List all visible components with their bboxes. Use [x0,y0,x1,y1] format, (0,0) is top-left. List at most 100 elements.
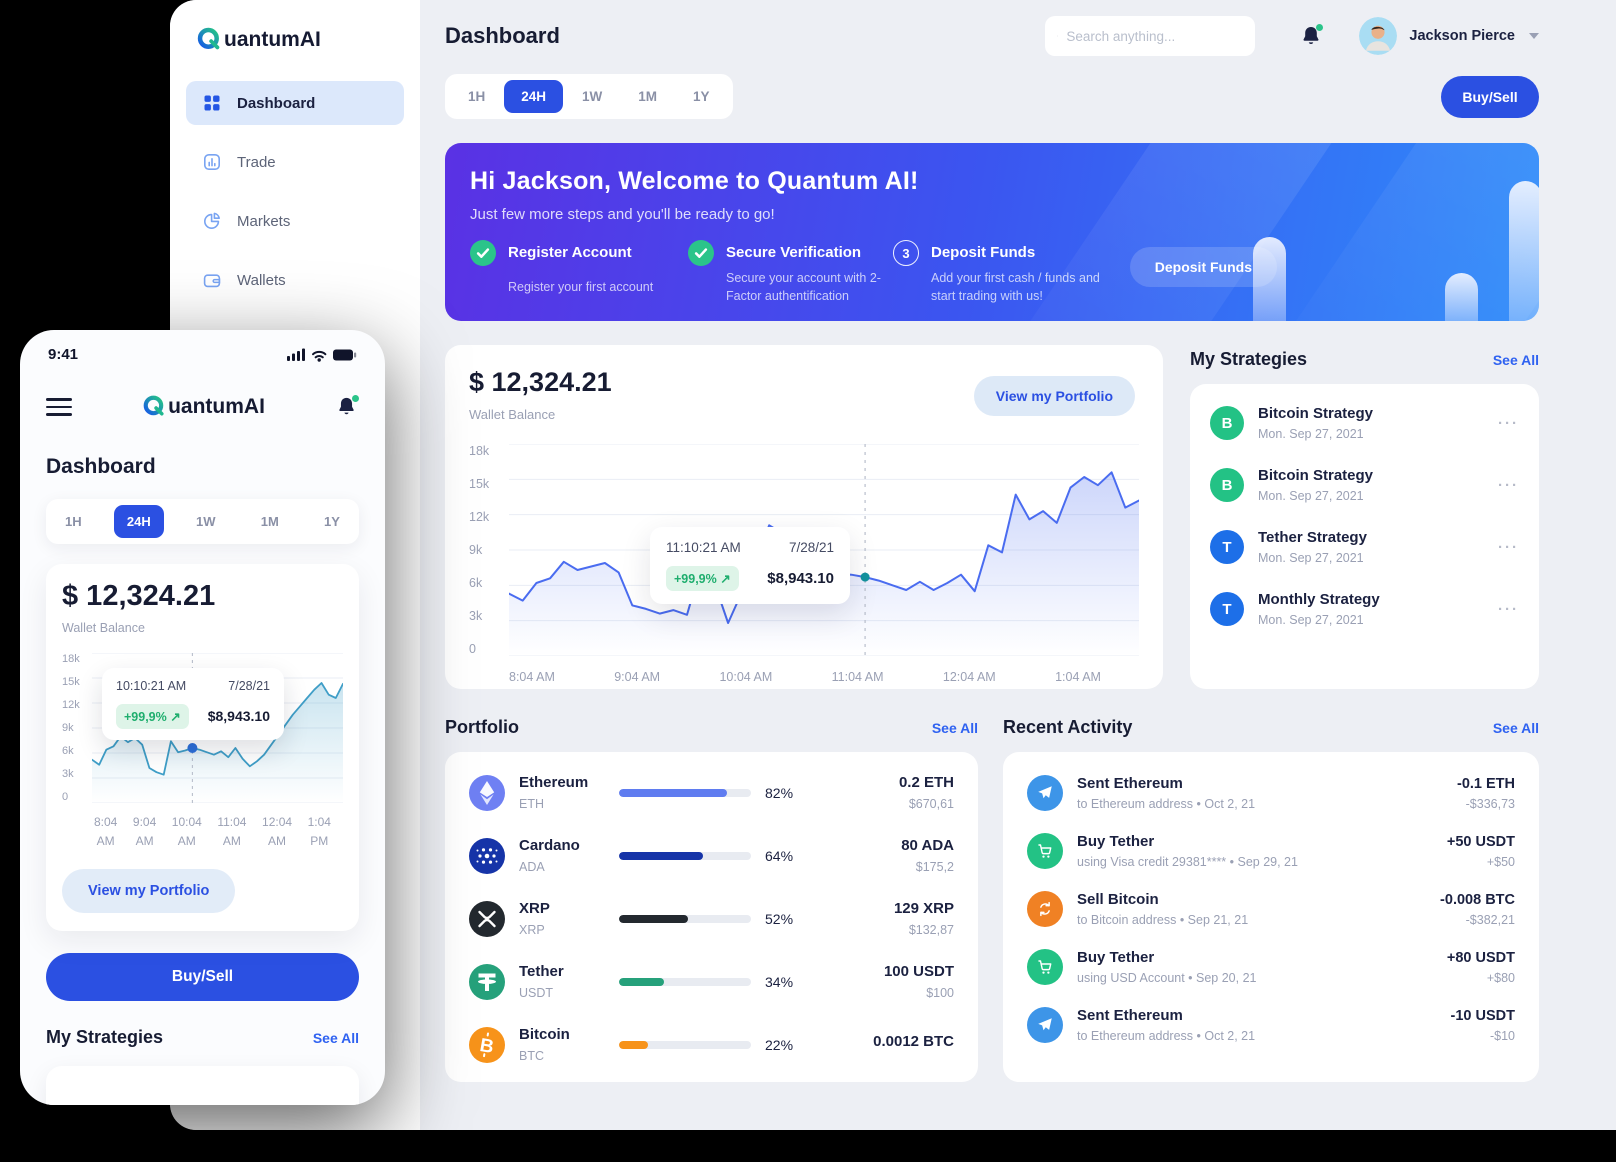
buy-sell-button[interactable]: Buy/Sell [46,953,359,1002]
list-item[interactable]: Buy Tether using USD Account • Sep 20, 2… [1003,938,1539,996]
table-row[interactable]: Tether USDT 34% 100 USDT $100 [445,950,978,1013]
notification-dot [1316,24,1324,31]
notifications-button[interactable] [335,394,359,419]
brand-q-icon [197,27,220,50]
table-row[interactable]: XRP XRP 52% 129 XRP $132,87 [445,887,978,950]
y-axis-labels: 18k 15k 12k 9k 6k 3k 0 [469,444,490,656]
wallet-balance-card: $ 12,324.21 Wallet Balance 18k 15k 12k 9… [46,563,359,932]
tab-1y[interactable]: 1Y [676,80,727,113]
status-icons [287,348,357,362]
bell-icon [339,397,354,415]
chart-tooltip: 10:10:21 AM 7/28/21 +99,9% ↗ $8,943.10 [102,667,284,740]
tether-icon [469,963,505,1000]
brand-logo: uantumAI [186,22,404,81]
table-row[interactable]: Cardano ADA 64% 80 ADA $175,2 [445,824,978,887]
menu-icon[interactable] [46,393,72,421]
strategy-icon: T [1210,592,1244,626]
status-time: 9:41 [48,346,79,363]
deposit-funds-button[interactable]: Deposit Funds [1129,247,1277,287]
swap-icon [1027,891,1063,927]
svg-text:B: B [478,1034,495,1057]
sidebar-item-dashboard[interactable]: Dashboard [186,81,404,125]
x-axis-labels: 8:04 AM 9:04 AM 10:04 AM 11:04 AM 12:04 … [509,670,1101,684]
tab-24h[interactable]: 24H [113,504,164,538]
middle-row: $ 12,324.21 Wallet Balance View my Portf… [445,345,1539,689]
list-item[interactable]: Sell Bitcoin to Bitcoin address • Sep 21… [1003,880,1539,938]
wallet-balance-label: Wallet Balance [469,407,556,422]
tab-1y[interactable]: 1Y [311,505,353,538]
tab-1m[interactable]: 1M [248,505,292,538]
list-item[interactable]: Sent Ethereum to Ethereum address • Oct … [1003,764,1539,822]
list-item[interactable]: Sent Ethereum to Ethereum address • Oct … [1003,996,1539,1054]
recent-activity-panel: Recent Activity See All Sent Ethereum to… [1003,713,1539,1082]
portfolio-card: Ethereum ETH 82% 0.2 ETH $670,61 [445,752,978,1082]
sidebar-item-label: Trade [237,153,276,171]
strategies-title: My Strategies [46,1027,164,1048]
tab-1w[interactable]: 1W [183,505,229,538]
list-item[interactable]: T Tether Strategy Mon. Sep 27, 2021 ··· [1190,516,1539,578]
more-button[interactable]: ··· [1498,600,1519,618]
check-circle-icon [470,240,496,266]
cart-icon [1027,949,1063,985]
table-row[interactable]: B Bitcoin BTC 22% 0.0012 BTC [445,1013,978,1076]
list-item[interactable]: B Bitcoin Strategy Mon. Sep 27, 2021 ··· [1190,392,1539,454]
table-row[interactable]: Ethereum ETH 82% 0.2 ETH $670,61 [445,761,978,824]
step-deposit-funds: 3 Deposit Funds Add your first cash / fu… [893,240,1133,305]
tab-1h[interactable]: 1H [451,80,502,113]
view-portfolio-button[interactable]: View my Portfolio [973,376,1135,416]
list-item[interactable]: Buy Tether using Visa credit 29381**** •… [1003,822,1539,880]
activity-see-all-link[interactable]: See All [1492,719,1539,736]
controls-row: 1H 24H 1W 1M 1Y Buy/Sell [445,74,1539,119]
strategy-icon: B [1210,406,1244,440]
send-icon [1027,775,1063,811]
y-axis-labels: 18k 15k 12k 9k 6k 3k 0 [62,652,80,803]
view-portfolio-button[interactable]: View my Portfolio [62,869,236,914]
strategies-see-all-link[interactable]: See All [312,1029,359,1046]
tab-24h[interactable]: 24H [504,80,564,113]
tab-1w[interactable]: 1W [565,80,619,113]
markets-icon [204,212,220,229]
strategy-icon: T [1210,530,1244,564]
avatar-image [1359,17,1398,55]
progress-bar [619,851,751,860]
more-button[interactable]: ··· [1498,538,1519,556]
sidebar-item-trade[interactable]: Trade [186,140,404,184]
bottom-row: Portfolio See All Ethereum ETH 82% [445,713,1539,1082]
welcome-banner: Hi Jackson, Welcome to Quantum AI! Just … [445,143,1539,321]
avatar[interactable] [1359,17,1398,55]
progress-bar [619,788,751,797]
dashboard-icon [204,95,220,111]
search-icon [1057,35,1059,37]
portfolio-see-all-link[interactable]: See All [931,719,978,736]
time-range-tabs: 1H 24H 1W 1M 1Y [445,74,733,119]
change-badge: +99,9% ↗ [666,566,739,591]
strategies-card-preview [46,1066,359,1105]
tab-1m[interactable]: 1M [621,80,674,113]
change-badge: +99,9% ↗ [116,703,189,729]
tab-1h[interactable]: 1H [52,505,95,538]
list-item[interactable]: B Bitcoin Strategy Mon. Sep 27, 2021 ··· [1190,454,1539,516]
search-box[interactable] [1045,16,1256,56]
user-name: Jackson Pierce [1409,28,1515,44]
search-input[interactable] [1066,28,1244,44]
onboarding-steps: Register Account Register your first acc… [470,240,1539,305]
trend-up-icon: ↗ [720,572,731,586]
send-icon [1027,1007,1063,1043]
sidebar-item-markets[interactable]: Markets [186,199,404,243]
cardano-icon [469,837,505,874]
check-circle-icon [688,240,714,266]
progress-bar [619,977,751,986]
buy-sell-button[interactable]: Buy/Sell [1441,75,1539,118]
strategies-see-all-link[interactable]: See All [1492,351,1539,368]
more-button[interactable]: ··· [1498,476,1519,494]
list-item[interactable]: T Monthly Strategy Mon. Sep 27, 2021 ··· [1190,578,1539,640]
sidebar-item-wallets[interactable]: Wallets [186,258,404,302]
brand-logo: uantumAI [72,394,335,419]
chevron-down-icon[interactable] [1529,33,1539,39]
more-button[interactable]: ··· [1498,414,1519,432]
ethereum-icon [469,774,505,811]
notifications-button[interactable] [1299,24,1324,48]
xrp-icon [469,900,505,937]
progress-bar [619,1040,751,1049]
topbar: Dashboard [445,0,1539,58]
